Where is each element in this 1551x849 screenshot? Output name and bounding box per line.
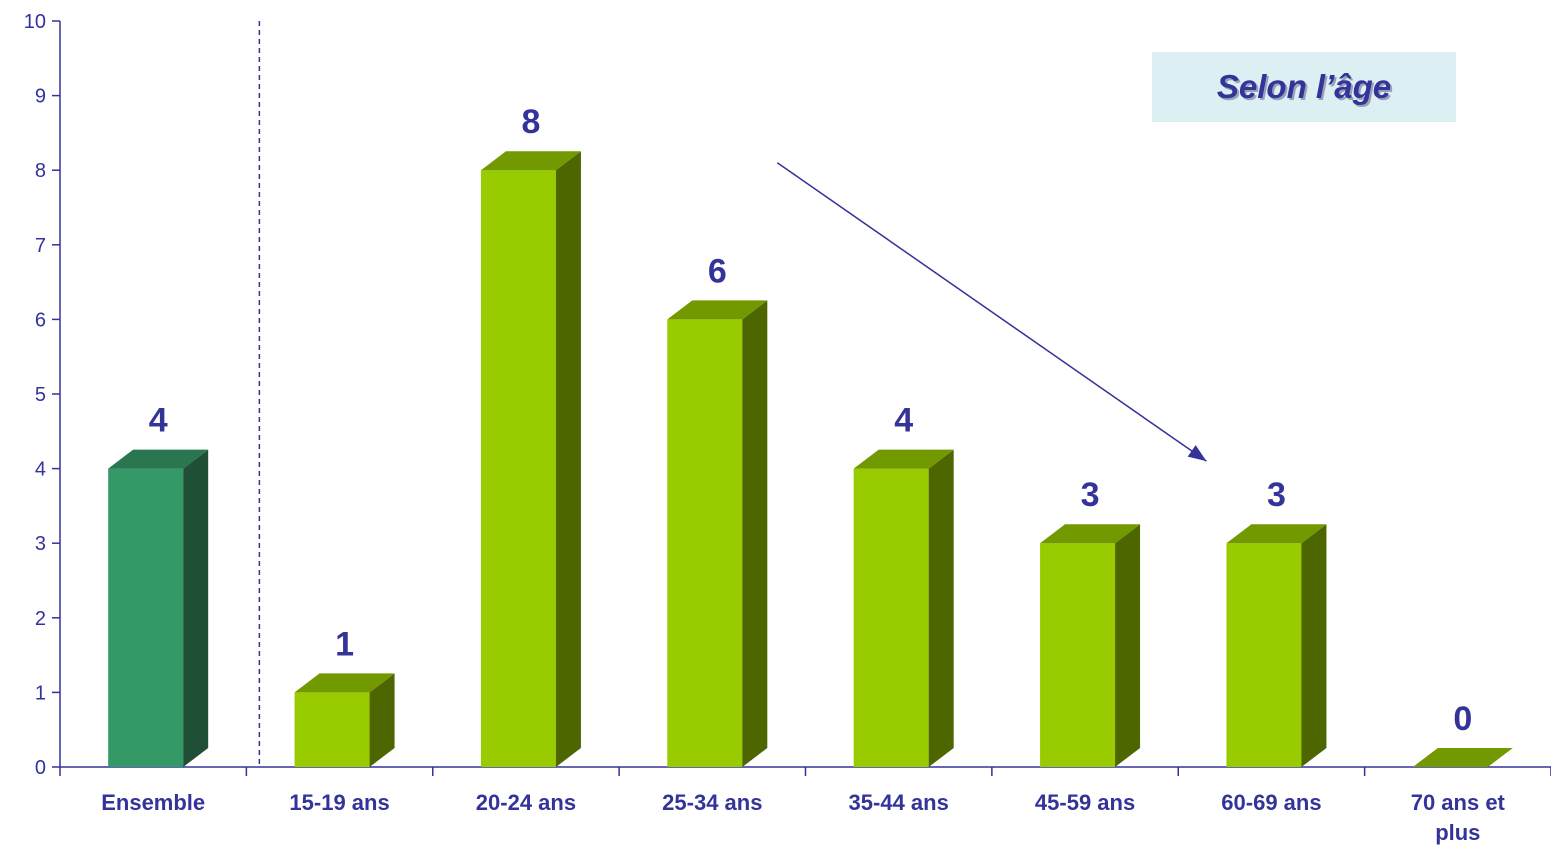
bar-side [742, 300, 768, 767]
data-label: 1 [335, 625, 354, 663]
x-tick-label: 35-44 ans [849, 790, 949, 815]
x-tick-label: 20-24 ans [476, 790, 576, 815]
bar-front [480, 170, 556, 767]
x-tick-label: 70 ans et plus [1411, 790, 1506, 845]
y-tick-label: 8 [35, 160, 46, 182]
bar [480, 151, 581, 767]
x-tick-label: Ensemble [101, 790, 205, 815]
bar [1040, 524, 1141, 767]
chart-labels: 4 1 8 6 4 3 3 0 [149, 103, 1473, 738]
bar-top [1412, 748, 1513, 767]
trend-arrow-line [776, 162, 1207, 462]
x-tick-label: 25-34 ans [662, 790, 762, 815]
bar-top [1040, 524, 1141, 544]
bar [108, 449, 209, 767]
y-tick-label: 0 [35, 757, 46, 779]
y-tick-label: 6 [35, 309, 46, 331]
bar-top [667, 300, 768, 320]
y-tick-label: 4 [35, 459, 46, 481]
bar-side [928, 449, 954, 767]
x-tick-label-line: 70 ans et [1411, 790, 1506, 815]
chart-title: Selon l’âge [1216, 68, 1392, 105]
bar [667, 300, 768, 767]
bar-side [1115, 524, 1141, 767]
bar-side [183, 449, 209, 767]
y-tick-label: 5 [35, 384, 46, 406]
bar-top [480, 151, 581, 171]
x-tick-label: 45-59 ans [1035, 790, 1135, 815]
y-tick-label: 2 [35, 608, 46, 630]
x-tick-label: 15-19 ans [289, 790, 389, 815]
bar-front [294, 692, 370, 767]
bar [294, 673, 395, 767]
bar-front [108, 468, 184, 767]
bar-front [1040, 543, 1116, 767]
chart-annotations [258, 21, 1207, 767]
bar-front [853, 468, 929, 767]
bar-side [555, 151, 581, 767]
bar-top [853, 449, 954, 469]
bar-front [667, 319, 743, 767]
bar [1412, 748, 1513, 767]
bar-front [1226, 543, 1302, 767]
x-tick-label-line: plus [1435, 820, 1480, 845]
data-label: 4 [894, 402, 913, 440]
y-tick-label: 9 [35, 86, 46, 108]
bar [1226, 524, 1327, 767]
data-label: 0 [1453, 700, 1472, 738]
bar [853, 449, 954, 767]
data-label: 3 [1081, 476, 1100, 514]
data-label: 3 [1267, 476, 1286, 514]
y-tick-label: 3 [35, 533, 46, 555]
chart-bars [108, 151, 1513, 767]
bar-top [108, 449, 209, 469]
data-label: 8 [521, 103, 540, 141]
data-label: 4 [149, 402, 168, 440]
bar-side [369, 673, 395, 767]
trend-arrow-head [1187, 445, 1207, 462]
y-tick-label: 1 [35, 682, 46, 704]
chart-title-box: Selon l’âge [1152, 52, 1456, 122]
x-tick-label: 60-69 ans [1221, 790, 1321, 815]
data-label: 6 [708, 252, 727, 290]
bar-top [1226, 524, 1327, 544]
bar-top [294, 673, 395, 693]
bar-side [1301, 524, 1327, 767]
y-tick-label: 7 [35, 235, 46, 257]
y-tick-label: 10 [24, 11, 46, 33]
